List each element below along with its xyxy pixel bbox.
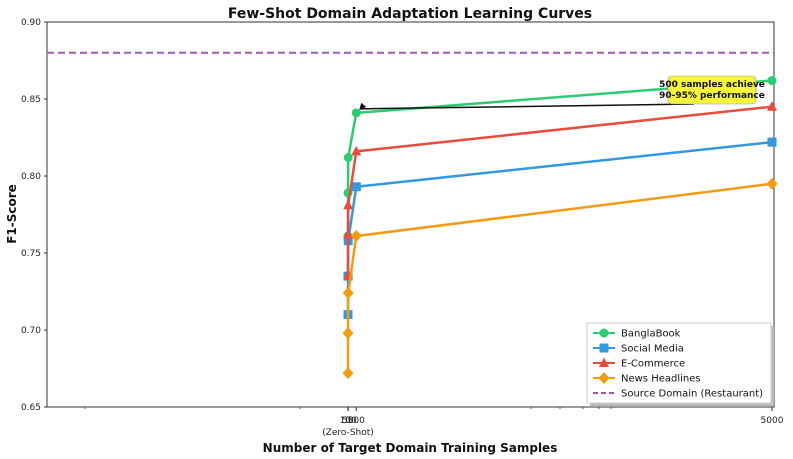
x-tick-label: 100 bbox=[340, 416, 357, 426]
y-axis-title: F1-Score bbox=[5, 184, 19, 244]
data-point-e-commerce bbox=[767, 101, 777, 111]
data-point-news-headlines bbox=[342, 367, 354, 380]
y-tick-label: 0.85 bbox=[21, 95, 41, 105]
data-point-social-media bbox=[767, 137, 777, 147]
data-point-e-commerce bbox=[343, 199, 354, 210]
legend-marker-e-commerce bbox=[599, 357, 609, 367]
data-point-news-headlines bbox=[342, 327, 354, 340]
legend-label-news-headlines: News Headlines bbox=[621, 374, 701, 385]
legend-marker-news-headlines bbox=[598, 372, 610, 384]
legend-label-banglabook: BanglaBook bbox=[621, 329, 681, 340]
x-tick-label: 0 bbox=[345, 416, 351, 426]
plot-area bbox=[46, 21, 775, 408]
x-tick-label: 5000 bbox=[761, 416, 784, 426]
legend-marker-social-media bbox=[599, 343, 609, 353]
annotation-text: 90-95% performance bbox=[659, 91, 765, 101]
y-tick-label: 0.65 bbox=[21, 403, 41, 413]
data-point-e-commerce bbox=[343, 229, 354, 239]
data-point-e-commerce bbox=[351, 145, 362, 156]
annotation-box bbox=[667, 75, 757, 105]
data-point-banglabook bbox=[343, 153, 353, 163]
y-tick-label: 0.70 bbox=[21, 326, 41, 336]
legend-box bbox=[586, 322, 772, 404]
annotation-arrowhead bbox=[359, 102, 367, 110]
legend-label-social-media: Social Media bbox=[621, 344, 684, 355]
legend-label-source-domain-restaurant-: Source Domain (Restaurant) bbox=[621, 389, 763, 400]
x-axis-title: Number of Target Domain Training Samples bbox=[263, 441, 558, 455]
annotation-text: 500 samples achieve bbox=[659, 80, 765, 90]
x-tick-label: 50 bbox=[342, 416, 354, 426]
y-tick-label: 0.75 bbox=[21, 249, 41, 259]
data-point-news-headlines bbox=[342, 287, 354, 300]
y-tick-label: 0.90 bbox=[21, 18, 41, 28]
legend-marker-banglabook bbox=[599, 328, 609, 338]
data-point-banglabook bbox=[351, 108, 361, 118]
zero-shot-label: (Zero-Shot) bbox=[322, 428, 374, 438]
y-tick-label: 0.80 bbox=[21, 172, 41, 182]
data-point-news-headlines bbox=[350, 230, 362, 243]
x-tick-label: 500 bbox=[348, 416, 365, 426]
data-point-news-headlines bbox=[766, 177, 778, 190]
data-point-social-media bbox=[351, 182, 361, 192]
chart-title: Few-Shot Domain Adaptation Learning Curv… bbox=[228, 6, 592, 22]
data-point-banglabook bbox=[767, 76, 777, 86]
annotation-arrow bbox=[360, 103, 695, 110]
legend-label-e-commerce: E-Commerce bbox=[621, 359, 685, 370]
